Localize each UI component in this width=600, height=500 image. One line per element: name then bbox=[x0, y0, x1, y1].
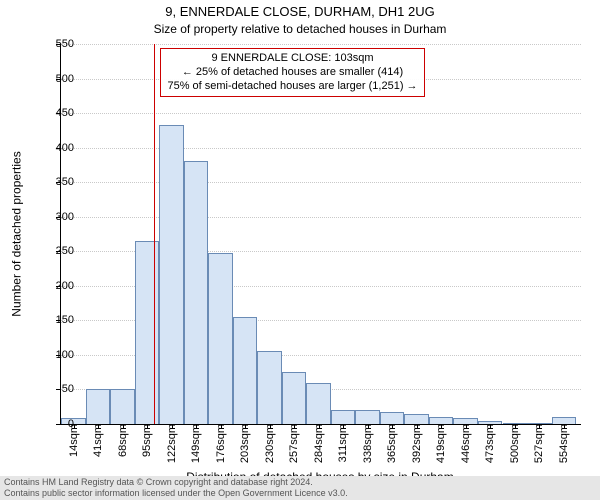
histogram-bar bbox=[380, 412, 405, 424]
annotation-box: 9 ENNERDALE CLOSE: 103sqm← 25% of detach… bbox=[160, 48, 424, 97]
x-tick-label: 41sqm bbox=[92, 424, 104, 457]
y-tick-label: 400 bbox=[34, 142, 74, 154]
x-tick-label: 338sqm bbox=[362, 424, 374, 463]
property-marker-line bbox=[154, 44, 155, 424]
gridline bbox=[61, 44, 581, 45]
annotation-line: 75% of semi-detached houses are larger (… bbox=[167, 80, 417, 94]
y-tick-label: 550 bbox=[34, 38, 74, 50]
histogram-bar bbox=[306, 383, 331, 424]
histogram-bar bbox=[86, 389, 111, 424]
y-tick-label: 150 bbox=[34, 314, 74, 326]
x-tick-label: 527sqm bbox=[533, 424, 545, 463]
footer-line-1: Contains HM Land Registry data © Crown c… bbox=[4, 477, 596, 487]
x-tick-label: 149sqm bbox=[190, 424, 202, 463]
histogram-bar bbox=[208, 253, 233, 424]
histogram-bar bbox=[184, 161, 209, 424]
x-tick-label: 392sqm bbox=[411, 424, 423, 463]
y-tick-label: 50 bbox=[34, 383, 74, 395]
x-tick-label: 500sqm bbox=[509, 424, 521, 463]
annotation-line: ← 25% of detached houses are smaller (41… bbox=[167, 66, 417, 80]
histogram-bar bbox=[404, 414, 429, 424]
x-tick-label: 419sqm bbox=[435, 424, 447, 463]
histogram-bar bbox=[233, 317, 258, 424]
y-tick-label: 0 bbox=[34, 418, 74, 430]
y-tick-label: 100 bbox=[34, 349, 74, 361]
histogram-bar bbox=[282, 372, 307, 424]
chart-title: 9, ENNERDALE CLOSE, DURHAM, DH1 2UG bbox=[0, 4, 600, 19]
gridline bbox=[61, 113, 581, 114]
footer-line-2: Contains public sector information licen… bbox=[4, 488, 596, 498]
x-tick-label: 284sqm bbox=[313, 424, 325, 463]
y-tick-label: 250 bbox=[34, 245, 74, 257]
y-tick-label: 300 bbox=[34, 211, 74, 223]
x-tick-label: 446sqm bbox=[460, 424, 472, 463]
x-tick-label: 230sqm bbox=[264, 424, 276, 463]
plot-area: 14sqm41sqm68sqm95sqm122sqm149sqm176sqm20… bbox=[60, 44, 581, 425]
histogram-bar bbox=[110, 389, 135, 424]
x-tick-label: 554sqm bbox=[558, 424, 570, 463]
y-tick-label: 450 bbox=[34, 107, 74, 119]
x-tick-label: 176sqm bbox=[215, 424, 227, 463]
chart-container: 9, ENNERDALE CLOSE, DURHAM, DH1 2UG Size… bbox=[0, 0, 600, 500]
x-tick-label: 95sqm bbox=[141, 424, 153, 457]
x-tick-label: 203sqm bbox=[239, 424, 251, 463]
y-tick-label: 350 bbox=[34, 176, 74, 188]
histogram-bar bbox=[159, 125, 184, 424]
x-tick-label: 311sqm bbox=[337, 424, 349, 462]
histogram-bar bbox=[429, 417, 454, 424]
chart-subtitle: Size of property relative to detached ho… bbox=[0, 22, 600, 36]
x-tick-label: 473sqm bbox=[484, 424, 496, 463]
x-tick-label: 122sqm bbox=[166, 424, 178, 463]
x-tick-label: 257sqm bbox=[288, 424, 300, 463]
x-tick-label: 365sqm bbox=[386, 424, 398, 463]
annotation-line: 9 ENNERDALE CLOSE: 103sqm bbox=[167, 52, 417, 66]
y-tick-label: 500 bbox=[34, 73, 74, 85]
x-tick-label: 68sqm bbox=[117, 424, 129, 457]
footer-attribution: Contains HM Land Registry data © Crown c… bbox=[0, 476, 600, 500]
gridline bbox=[61, 182, 581, 183]
histogram-bar bbox=[355, 410, 380, 424]
gridline bbox=[61, 148, 581, 149]
histogram-bar bbox=[135, 241, 160, 424]
histogram-bar bbox=[552, 417, 577, 424]
histogram-bar bbox=[331, 410, 356, 424]
histogram-bar bbox=[257, 351, 282, 424]
y-tick-label: 200 bbox=[34, 280, 74, 292]
gridline bbox=[61, 217, 581, 218]
y-axis-title: Number of detached properties bbox=[10, 44, 24, 424]
